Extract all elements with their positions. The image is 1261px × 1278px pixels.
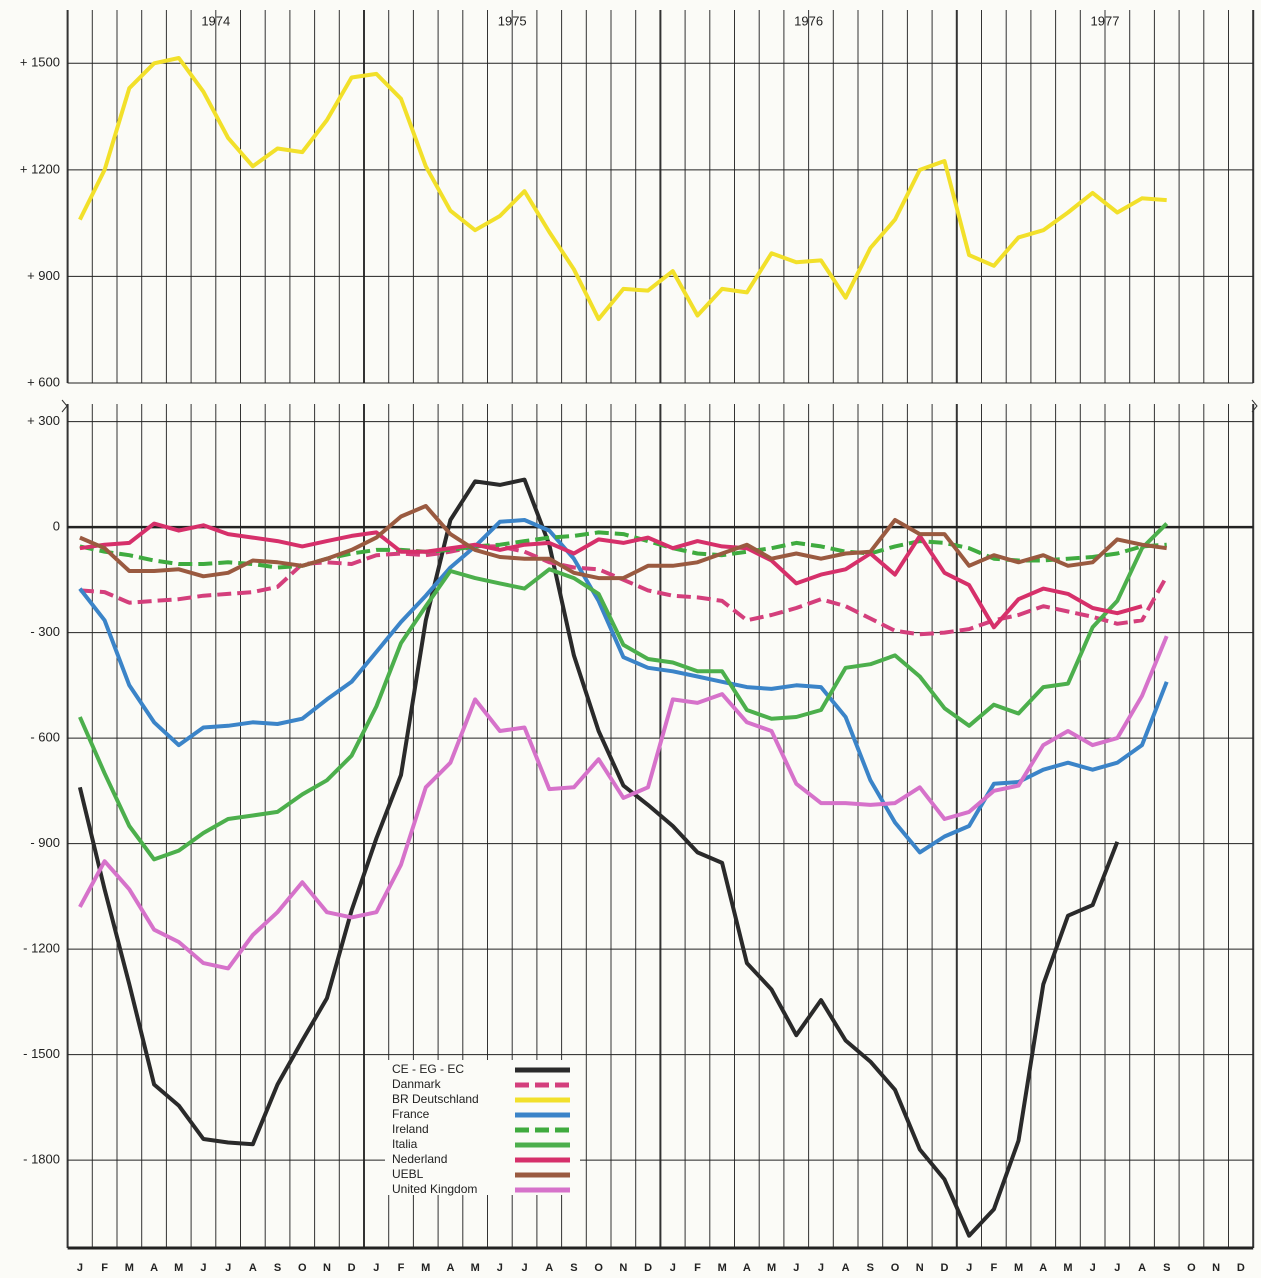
x-tick-label: S xyxy=(1163,1262,1170,1274)
y-tick-label: + 600 xyxy=(27,374,60,389)
x-tick-label: A xyxy=(743,1262,751,1274)
x-tick-label: S xyxy=(570,1262,577,1274)
y-tick-label: + 1200 xyxy=(20,161,60,176)
series-line xyxy=(79,521,1143,630)
x-tick-label: J xyxy=(373,1262,379,1274)
x-tick-label: A xyxy=(842,1262,850,1274)
x-tick-label: S xyxy=(274,1262,281,1274)
year-label: 1974 xyxy=(201,13,230,28)
y-tick-label: - 600 xyxy=(30,730,60,745)
legend-label: United Kingdom xyxy=(392,1182,477,1196)
legend-label: Danmark xyxy=(392,1077,442,1091)
x-tick-label: O xyxy=(1187,1262,1196,1274)
axis-break xyxy=(61,399,68,413)
x-tick-label: J xyxy=(818,1262,824,1274)
x-tick-label: O xyxy=(298,1262,307,1274)
x-tick-label: A xyxy=(446,1262,454,1274)
x-tick-label: J xyxy=(1090,1262,1096,1274)
y-tick-label: - 900 xyxy=(30,835,60,850)
series-line xyxy=(78,522,1169,862)
x-tick-label: O xyxy=(891,1262,900,1274)
x-tick-label: N xyxy=(323,1262,331,1274)
x-tick-label: A xyxy=(545,1262,553,1274)
x-tick-label: S xyxy=(867,1262,874,1274)
series-line xyxy=(78,518,1169,855)
x-tick-label: N xyxy=(1212,1262,1220,1274)
x-tick-label: J xyxy=(670,1262,676,1274)
y-tick-label: + 300 xyxy=(27,413,60,428)
x-tick-label: A xyxy=(1138,1262,1146,1274)
legend-label: Nederland xyxy=(392,1152,447,1166)
x-tick-label: M xyxy=(718,1262,727,1274)
x-tick-label: M xyxy=(471,1262,480,1274)
y-tick-label: - 1500 xyxy=(23,1046,60,1061)
series-line xyxy=(78,635,1169,971)
y-tick-label: - 1800 xyxy=(23,1152,60,1167)
x-tick-label: N xyxy=(619,1262,627,1274)
x-tick-label: D xyxy=(644,1262,652,1274)
legend-label: Italia xyxy=(392,1137,418,1151)
x-tick-label: F xyxy=(398,1262,405,1274)
x-tick-label: J xyxy=(497,1262,503,1274)
x-tick-label: D xyxy=(348,1262,356,1274)
legend-label: CE - EG - EC xyxy=(392,1062,464,1076)
series-line xyxy=(77,477,1120,1238)
x-tick-label: O xyxy=(594,1262,603,1274)
x-tick-label: A xyxy=(1039,1262,1047,1274)
x-tick-label: N xyxy=(916,1262,924,1274)
axis-break xyxy=(1251,399,1258,413)
year-label: 1975 xyxy=(498,13,527,28)
x-tick-label: J xyxy=(225,1262,231,1274)
series-line xyxy=(78,56,1167,322)
year-label: 1976 xyxy=(794,13,823,28)
x-tick-label: M xyxy=(1063,1262,1072,1274)
x-tick-label: A xyxy=(249,1262,257,1274)
legend-label: Ireland xyxy=(392,1122,429,1136)
series-line xyxy=(79,530,1167,570)
x-tick-label: F xyxy=(101,1262,108,1274)
x-tick-label: F xyxy=(990,1262,997,1274)
y-tick-label: + 1500 xyxy=(20,55,60,70)
year-label: 1977 xyxy=(1091,13,1120,28)
legend-label: France xyxy=(392,1107,430,1121)
y-tick-label: + 900 xyxy=(27,268,60,283)
series-line xyxy=(79,504,1167,581)
x-tick-label: M xyxy=(1014,1262,1023,1274)
x-tick-label: M xyxy=(125,1262,134,1274)
x-tick-label: J xyxy=(966,1262,972,1274)
x-tick-label: D xyxy=(1237,1262,1245,1274)
y-tick-label: - 300 xyxy=(30,624,60,639)
legend-label: BR Deutschland xyxy=(392,1092,479,1106)
y-tick-label: 0 xyxy=(53,519,60,534)
x-tick-label: J xyxy=(793,1262,799,1274)
x-tick-label: J xyxy=(521,1262,527,1274)
x-tick-label: A xyxy=(150,1262,158,1274)
x-tick-label: D xyxy=(940,1262,948,1274)
x-tick-label: M xyxy=(174,1262,183,1274)
x-tick-label: J xyxy=(1114,1262,1120,1274)
x-tick-label: J xyxy=(200,1262,206,1274)
x-tick-label: M xyxy=(767,1262,776,1274)
x-tick-label: J xyxy=(77,1262,83,1274)
legend-label: UEBL xyxy=(392,1167,424,1181)
x-tick-label: M xyxy=(421,1262,430,1274)
y-tick-label: - 1200 xyxy=(23,941,60,956)
x-tick-label: F xyxy=(694,1262,701,1274)
